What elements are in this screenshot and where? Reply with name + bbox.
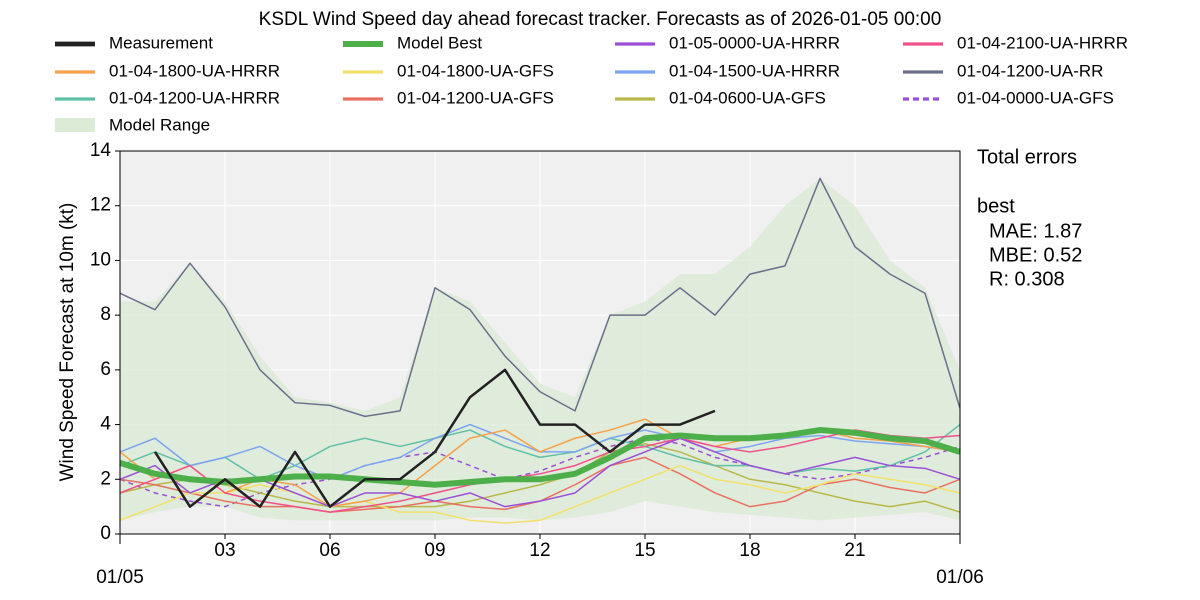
legend-label: 01-04-0600-UA-GFS — [669, 88, 826, 107]
x-tick-label: 18 — [739, 540, 760, 561]
y-tick-label: 8 — [100, 304, 111, 325]
legend-swatch — [55, 118, 95, 132]
error-stat: MAE: 1.87 — [989, 220, 1082, 242]
series-line — [119, 464, 961, 524]
error-stat: R: 0.308 — [989, 268, 1065, 290]
y-tick-label: 0 — [100, 523, 111, 544]
x-tick-label: 06 — [319, 540, 340, 561]
series-line — [119, 177, 961, 418]
y-tick-label: 10 — [90, 249, 111, 270]
x-tick-label: 21 — [844, 540, 865, 561]
legend-label: 01-04-0000-UA-GFS — [957, 88, 1114, 107]
y-tick-label: 6 — [100, 359, 111, 380]
legend-label: Model Best — [397, 33, 482, 52]
legend-label: 01-05-0000-UA-HRRR — [669, 33, 840, 52]
error-stat: Total errors — [977, 146, 1077, 168]
plot-frame — [119, 150, 961, 535]
error-stat: best — [977, 195, 1015, 217]
series-line — [153, 368, 716, 508]
error-stat: MBE: 0.52 — [989, 244, 1082, 266]
series-line — [119, 429, 961, 513]
x-tick-label: 15 — [634, 540, 655, 561]
legend-label: 01-04-1800-UA-GFS — [397, 61, 554, 80]
x-tick-label: 12 — [529, 540, 550, 561]
y-tick-label: 14 — [90, 140, 112, 161]
legend-label: 01-04-2100-UA-HRRR — [957, 33, 1128, 52]
y-tick-label: 12 — [90, 195, 111, 216]
legend-label: 01-04-1200-UA-GFS — [397, 88, 554, 107]
y-tick-label: 2 — [100, 468, 111, 489]
y-tick-label: 4 — [100, 414, 111, 435]
legend-label: 01-04-1200-UA-RR — [957, 61, 1103, 80]
x-date-label: 01/05 — [96, 567, 144, 588]
series-line — [119, 427, 961, 488]
legend-label: Measurement — [109, 33, 213, 52]
legend-label: 01-04-1800-UA-HRRR — [109, 61, 280, 80]
x-tick-label: 03 — [214, 540, 235, 561]
chart-title: KSDL Wind Speed day ahead forecast track… — [259, 9, 942, 30]
series-line — [119, 442, 961, 513]
x-tick-label: 09 — [424, 540, 445, 561]
legend-label: 01-04-1500-UA-HRRR — [669, 61, 840, 80]
legend-label: Model Range — [109, 115, 210, 134]
y-axis-label: Wind Speed Forecast at 10m (kt) — [57, 203, 78, 482]
model-range — [120, 178, 960, 521]
legend-label: 01-04-1200-UA-HRRR — [109, 88, 280, 107]
x-date-label: 01/06 — [936, 567, 984, 588]
